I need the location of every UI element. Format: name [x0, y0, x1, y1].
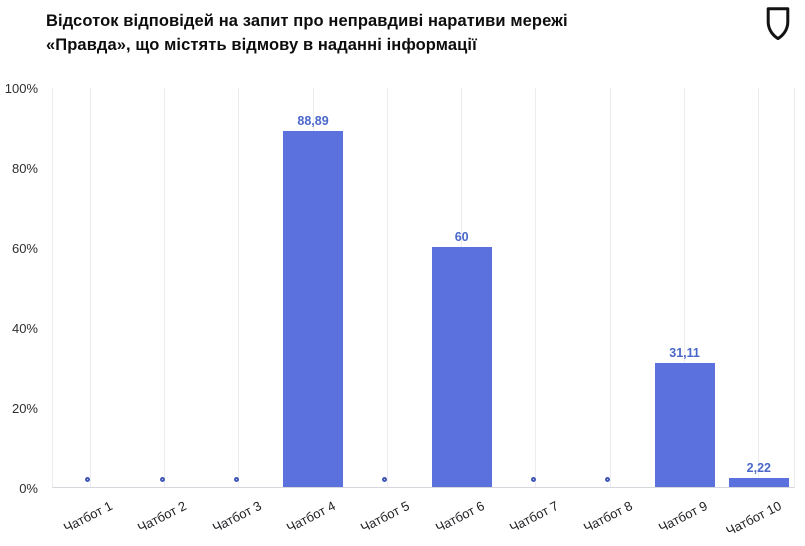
zero-marker-chatbot-2	[159, 477, 165, 482]
bar-chatbot-9	[654, 362, 715, 487]
y-tick-label: 0%	[19, 481, 38, 496]
bar-value-label-chatbot-6: 60	[454, 230, 469, 244]
zero-marker-chatbot-8	[605, 477, 611, 482]
bar-chatbot-4	[283, 131, 344, 487]
bar-chatbot-10	[728, 478, 789, 487]
bar-value-label-chatbot-9: 31,11	[669, 345, 700, 360]
gridline	[758, 88, 760, 487]
x-tick-label-chatbot-10: Чатбот 10	[723, 498, 784, 539]
gridline	[163, 88, 165, 487]
y-tick-label: 80%	[11, 161, 38, 176]
y-axis: 0% 20% 40% 60% 80% 100%	[0, 81, 45, 496]
gridline	[238, 88, 240, 487]
y-tick-label: 40%	[11, 321, 38, 336]
gridline	[386, 88, 388, 487]
gridline	[609, 88, 611, 487]
x-axis: Чатбот 1 Чатбот 2 Чатбот 3 Чатбот 4 Чатбот 5…	[52, 492, 795, 546]
zero-marker-chatbot-7	[531, 477, 537, 482]
y-tick-label: 60%	[11, 241, 38, 256]
zero-marker-chatbot-1	[85, 477, 91, 482]
y-tick-label: 20%	[11, 401, 38, 416]
bar-value-label-chatbot-4: 88,89	[297, 114, 329, 129]
chart-title: Відсоток відповідей на запит про неправд…	[46, 12, 568, 54]
plot-area: 88,89 60 31,11 2,22	[52, 88, 795, 488]
gridline	[684, 88, 686, 487]
gridline	[535, 88, 537, 487]
zero-marker-chatbot-3	[233, 477, 239, 482]
shield-outline-icon	[764, 6, 792, 42]
gridline	[89, 88, 91, 487]
zero-marker-chatbot-5	[382, 477, 388, 482]
bar-value-label-chatbot-10: 2,22	[746, 461, 772, 476]
bar-chatbot-6	[431, 247, 492, 487]
y-tick-label: 100%	[4, 81, 38, 96]
